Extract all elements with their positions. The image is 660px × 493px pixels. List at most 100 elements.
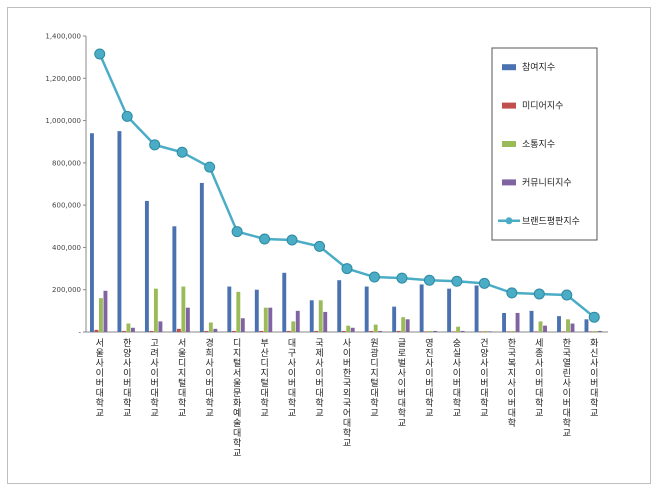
brand-index-point-8 [286, 234, 298, 246]
bar-3-10 [346, 325, 351, 332]
bar-3-5 [208, 322, 213, 332]
brand-index-point-17 [533, 288, 545, 300]
brand-reputation-chart: - 200,000 400,000 600,000 800,000 1,000,000 1,… [45, 33, 608, 459]
brand-index-point-7 [259, 233, 271, 245]
legend-label-2: 미디어지수 [522, 101, 563, 112]
bar-4-12 [405, 319, 410, 332]
bar-4-11 [378, 330, 383, 332]
bar-3-9 [318, 300, 323, 332]
legend-swatch-2 [502, 102, 516, 109]
bar-3-12 [401, 317, 406, 332]
bar-2-2 [121, 330, 126, 332]
brand-index-point-18 [561, 289, 573, 301]
bar-2-18 [561, 331, 566, 332]
bar-2-15 [479, 331, 484, 332]
bar-2-7 [259, 330, 264, 332]
bar-3-4 [181, 286, 186, 332]
bar-4-2 [130, 327, 135, 332]
bar-1-3 [144, 200, 149, 332]
brand-index-point-10 [341, 263, 353, 275]
brand-index-point-14 [451, 275, 463, 287]
bar-3-15 [483, 330, 488, 332]
brand-index-point-9 [314, 240, 326, 252]
y-tick-label: 1,000,000 [45, 117, 81, 125]
legend-swatch-4 [502, 179, 516, 186]
brand-index-point-11 [368, 271, 380, 283]
bar-1-4 [172, 226, 177, 332]
bar-2-19 [589, 331, 593, 332]
bar-4-9 [323, 311, 328, 332]
bar-3-16 [511, 330, 516, 332]
legend-label-3: 소통지수 [522, 139, 555, 150]
bar-2-17 [534, 331, 538, 332]
bar-2-11 [369, 330, 374, 332]
bar-4-4 [185, 307, 190, 332]
bar-2-6 [231, 330, 236, 332]
bar-1-11 [364, 286, 369, 332]
bar-1-15 [474, 285, 479, 332]
bar-1-7 [254, 289, 259, 332]
bar-4-15 [488, 331, 493, 332]
y-tick-label: - [78, 329, 81, 337]
bar-4-5 [213, 328, 218, 332]
bar-1-16 [502, 312, 507, 332]
brand-index-point-13 [423, 274, 435, 286]
bar-1-18 [557, 316, 561, 332]
bar-1-2 [117, 131, 122, 332]
brand-index-point-15 [478, 277, 490, 289]
bar-3-1 [99, 298, 103, 332]
bar-1-13 [419, 284, 424, 332]
bar-3-8 [291, 321, 296, 332]
bar-2-14 [451, 331, 456, 332]
bar-3-17 [538, 321, 543, 332]
bar-1-10 [337, 280, 342, 332]
brand-index-point-12 [396, 272, 408, 284]
bar-4-3 [158, 321, 163, 332]
bar-4-16 [515, 312, 520, 332]
bar-3-13 [428, 330, 433, 332]
bar-3-2 [126, 323, 131, 332]
brand-index-point-1 [94, 48, 106, 60]
bar-4-8 [295, 310, 300, 332]
y-tick-label: 1,200,000 [45, 75, 81, 83]
bar-1-17 [529, 310, 534, 332]
bar-3-18 [566, 319, 570, 332]
bar-3-14 [456, 326, 461, 332]
bar-4-1 [103, 290, 108, 332]
legend-label-5: 브랜드평판지수 [522, 216, 580, 227]
bar-1-6 [227, 286, 232, 332]
bar-4-14 [460, 330, 465, 332]
bar-3-19 [593, 330, 598, 332]
y-tick-label: 800,000 [52, 159, 81, 167]
bar-1-8 [282, 272, 287, 332]
y-tick-label: 1,400,000 [45, 33, 81, 41]
bar-3-3 [153, 288, 158, 332]
bar-2-9 [314, 330, 319, 332]
bar-4-6 [240, 318, 245, 332]
bar-1-9 [309, 300, 314, 332]
bar-1-19 [584, 319, 589, 332]
legend-swatch-1 [502, 64, 516, 71]
brand-index-point-16 [506, 287, 518, 299]
y-tick-label: 400,000 [52, 244, 81, 252]
bar-3-11 [373, 324, 378, 332]
bar-1-5 [199, 182, 204, 332]
brand-index-point-6 [231, 226, 243, 238]
bar-2-12 [396, 330, 401, 332]
bar-2-5 [204, 330, 209, 332]
bar-3-6 [236, 291, 241, 332]
